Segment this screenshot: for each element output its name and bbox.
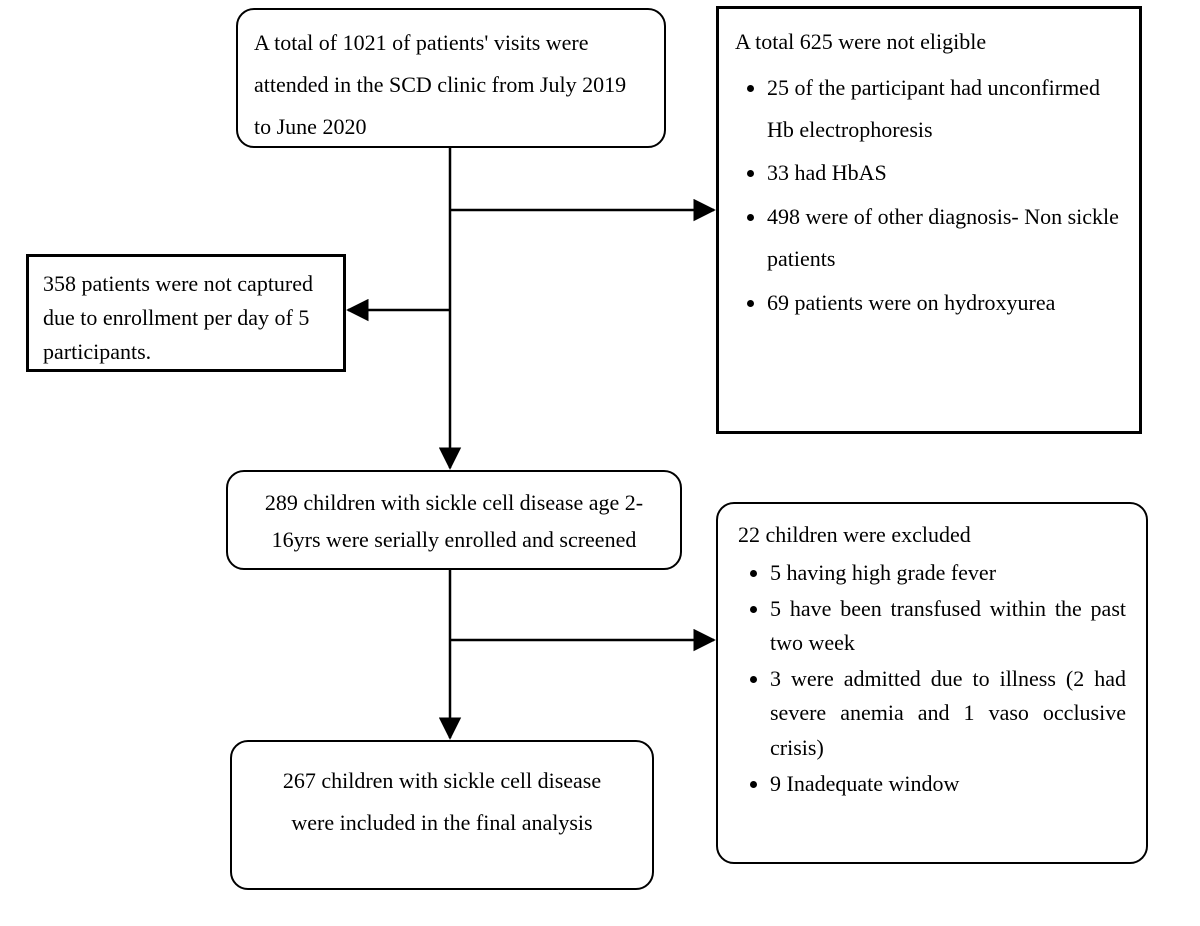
not-captured-text: 358 patients were not captured due to en… xyxy=(43,271,313,364)
box-excluded: 22 children were excluded 5 having high … xyxy=(716,502,1148,864)
excluded-item: 3 were admitted due to illness (2 had se… xyxy=(770,662,1126,764)
box-not-eligible: A total 625 were not eligible 25 of the … xyxy=(716,6,1142,434)
excluded-item: 5 have been transfused within the past t… xyxy=(770,592,1126,660)
enrolled-text: 289 children with sickle cell disease ag… xyxy=(265,490,643,552)
not-eligible-list: 25 of the participant had unconfirmed Hb… xyxy=(735,67,1123,324)
box-final: 267 children with sickle cell disease we… xyxy=(230,740,654,890)
excluded-item: 9 Inadequate window xyxy=(770,767,1126,801)
box-top-visits: A total of 1021 of patients' visits were… xyxy=(236,8,666,148)
box-enrolled: 289 children with sickle cell disease ag… xyxy=(226,470,682,570)
box-top-text: A total of 1021 of patients' visits were… xyxy=(254,30,626,139)
not-eligible-item: 69 patients were on hydroxyurea xyxy=(767,282,1123,324)
box-not-captured: 358 patients were not captured due to en… xyxy=(26,254,346,372)
not-eligible-item: 498 were of other diagnosis- Non sickle … xyxy=(767,196,1123,280)
not-eligible-header: A total 625 were not eligible xyxy=(735,21,1123,63)
not-eligible-item: 33 had HbAS xyxy=(767,152,1123,194)
excluded-list: 5 having high grade fever 5 have been tr… xyxy=(738,556,1126,801)
flowchart-canvas: A total of 1021 of patients' visits were… xyxy=(0,0,1200,926)
final-text: 267 children with sickle cell disease we… xyxy=(283,768,601,835)
excluded-header: 22 children were excluded xyxy=(738,518,1126,552)
excluded-item: 5 having high grade fever xyxy=(770,556,1126,590)
not-eligible-item: 25 of the participant had unconfirmed Hb… xyxy=(767,67,1123,151)
